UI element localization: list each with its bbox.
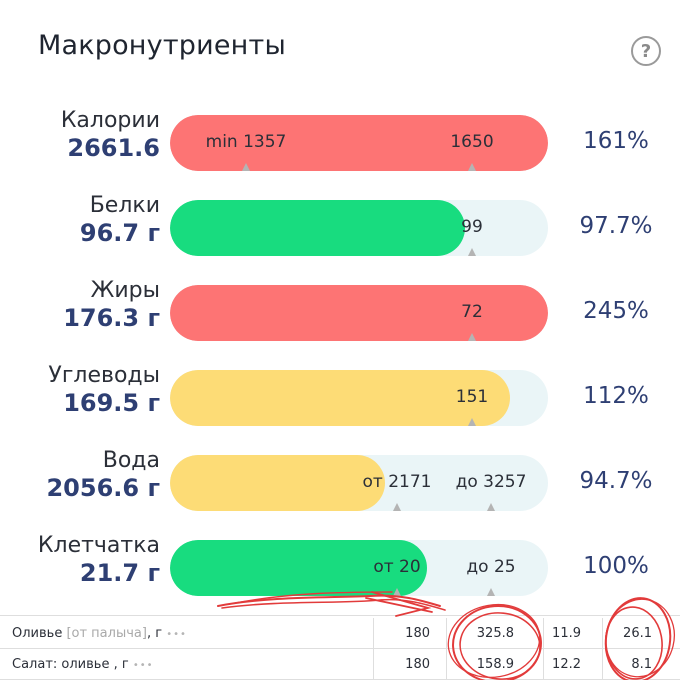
table-cell: 26.1 (623, 626, 652, 641)
nutrient-amount: 96.7 г (79, 219, 160, 247)
progress-track: от 2171 до 3257 (170, 455, 548, 511)
column-divider (543, 649, 544, 679)
target-marker-label: до 25 (466, 557, 516, 577)
page-title: Макронутриенты (38, 30, 286, 61)
progress-fill (170, 540, 427, 596)
food-name: Оливье (12, 626, 63, 641)
nutrient-name: Клетчатка (37, 533, 160, 558)
progress-track: от 20 до 25 (170, 540, 548, 596)
target-marker-label: до 3257 (455, 472, 527, 492)
nutrient-amount: 169.5 г (63, 389, 160, 417)
target-marker-label: 72 (461, 302, 483, 322)
nutrient-amount: 2661.6 (67, 134, 160, 162)
target-marker-label: от 2171 (362, 472, 432, 492)
nutrient-percent: 97.7% (579, 213, 653, 239)
table-row[interactable]: Оливье [от палыча], г ••• 180 325.8 11.9 26.… (0, 618, 680, 649)
nutrient-percent: 245% (583, 298, 649, 324)
food-unit: , г (113, 657, 129, 672)
nutrient-row[interactable]: Углеводы 169.5 г 151 112% (0, 355, 680, 426)
column-divider (446, 618, 447, 648)
nutrient-row[interactable]: Жиры 176.3 г 72 245% (0, 270, 680, 341)
more-options-icon[interactable]: ••• (166, 629, 187, 640)
target-marker-triangle-icon (487, 588, 495, 596)
target-marker-triangle-icon (242, 163, 250, 171)
nutrient-row[interactable]: Калории 2661.6 min 1357 1650 161% (0, 100, 680, 171)
nutrient-amount: 176.3 г (63, 304, 160, 332)
progress-track: 72 (170, 285, 548, 341)
column-divider (602, 618, 603, 648)
nutrient-row[interactable]: Белки 96.7 г 99 97.7% (0, 185, 680, 256)
nutrient-percent: 94.7% (579, 468, 653, 494)
table-cell: 8.1 (631, 657, 652, 672)
nutrient-percent: 112% (583, 383, 649, 409)
target-marker-label: 1650 (450, 132, 494, 152)
progress-fill (170, 370, 510, 426)
target-marker-triangle-icon (468, 248, 476, 256)
progress-fill (170, 115, 548, 171)
nutrient-percent: 161% (583, 128, 649, 154)
target-marker-label: 151 (455, 387, 489, 407)
food-name: Салат: оливье (12, 657, 110, 672)
column-divider (543, 618, 544, 648)
nutrient-name: Жиры (90, 278, 160, 303)
table-cell: 11.9 (552, 626, 581, 641)
progress-track: 151 (170, 370, 548, 426)
food-unit: , г (146, 626, 163, 641)
table-cell: 180 (405, 657, 430, 672)
progress-fill (170, 200, 465, 256)
target-marker-triangle-icon (468, 333, 476, 341)
column-divider (446, 649, 447, 679)
annotation-arrow-stroke (221, 598, 446, 611)
food-source-hint: [от палыча] (66, 626, 147, 641)
nutrient-name: Углеводы (48, 363, 160, 388)
progress-track: min 1357 1650 (170, 115, 548, 171)
column-divider (602, 649, 603, 679)
question-circle-icon[interactable]: ? (631, 36, 661, 66)
column-divider (373, 618, 374, 648)
nutrient-name: Белки (89, 193, 160, 218)
nutrient-amount: 21.7 г (79, 559, 160, 587)
food-name-cell[interactable]: Оливье [от палыча], г ••• (12, 626, 187, 641)
nutrient-row[interactable]: Клетчатка 21.7 г от 20 до 25 100% (0, 525, 680, 596)
food-name-cell[interactable]: Салат: оливье , г ••• (12, 657, 154, 672)
target-marker-label: от 20 (373, 557, 421, 577)
table-cell: 158.9 (476, 657, 514, 672)
nutrient-row[interactable]: Вода 2056.6 г от 2171 до 3257 94.7% (0, 440, 680, 511)
target-marker-triangle-icon (487, 503, 495, 511)
target-marker-triangle-icon (468, 163, 476, 171)
target-marker-label: min 1357 (205, 132, 287, 152)
nutrient-name: Калории (60, 108, 160, 133)
nutrient-name: Вода (102, 448, 160, 473)
target-marker-label: 99 (461, 217, 483, 237)
progress-track: 99 (170, 200, 548, 256)
column-divider (373, 649, 374, 679)
progress-fill (170, 285, 548, 341)
table-cell: 12.2 (552, 657, 581, 672)
table-cell: 180 (405, 626, 430, 641)
progress-fill (170, 455, 385, 511)
target-marker-triangle-icon (393, 588, 401, 596)
food-table: Оливье [от палыча], г ••• 180 325.8 11.9 26.… (0, 615, 680, 680)
target-marker-triangle-icon (468, 418, 476, 426)
nutrient-amount: 2056.6 г (46, 474, 160, 502)
table-cell: 325.8 (476, 626, 514, 641)
target-marker-triangle-icon (393, 503, 401, 511)
more-options-icon[interactable]: ••• (132, 660, 154, 671)
table-row[interactable]: Салат: оливье , г ••• 180 158.9 12.2 8.1 (0, 649, 680, 680)
nutrient-percent: 100% (583, 553, 649, 579)
